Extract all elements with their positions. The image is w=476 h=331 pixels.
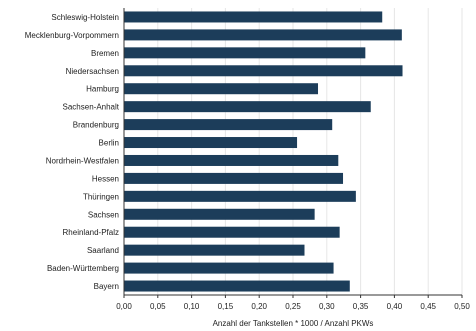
x-tick-label: 0,00 [116, 302, 132, 311]
category-label: Baden-Württemberg [47, 264, 119, 273]
bar [124, 172, 344, 184]
x-tick-label: 0,15 [218, 302, 234, 311]
category-label: Brandenburg [73, 121, 119, 130]
category-label: Saarland [87, 246, 119, 255]
bar [124, 208, 315, 220]
bar [124, 137, 298, 149]
x-tick-label: 0,20 [251, 302, 267, 311]
category-label: Hessen [92, 174, 119, 183]
category-label: Nordrhein-Westfalen [46, 156, 119, 165]
x-tick-label: 0,10 [184, 302, 200, 311]
category-label: Bayern [94, 282, 119, 291]
bar [124, 190, 356, 202]
category-label: Berlin [99, 139, 119, 148]
bar [124, 83, 319, 95]
category-label: Niedersachsen [66, 67, 119, 76]
x-tick-labels: 0,00 0,05 0,10 0,15 0,20 0,25 0,30 0,35 0,40 0,45… [116, 302, 470, 311]
x-tick-label: 0,35 [353, 302, 369, 311]
bar [124, 119, 333, 131]
x-tick-label: 0,40 [387, 302, 403, 311]
category-label: Mecklenburg-Vorpommern [25, 31, 119, 40]
bar [124, 11, 383, 23]
category-label: Thüringen [83, 192, 119, 201]
category-label: Hamburg [86, 85, 119, 94]
bar [124, 262, 334, 274]
bar [124, 244, 305, 256]
x-tick-label: 0,50 [454, 302, 470, 311]
category-label: Schleswig-Holstein [51, 13, 119, 22]
category-label: Bremen [91, 49, 119, 58]
bar [124, 47, 366, 59]
bars [124, 11, 403, 292]
category-label: Rheinland-Pfalz [63, 228, 119, 237]
bar [124, 65, 403, 77]
bar [124, 154, 339, 166]
x-tick-label: 0,25 [285, 302, 301, 311]
x-tick-label: 0,05 [150, 302, 166, 311]
category-label: Sachsen [88, 210, 119, 219]
bar [124, 29, 402, 41]
bar [124, 280, 350, 292]
x-axis-title: Anzahl der Tankstellen * 1000 / Anzahl P… [213, 319, 374, 328]
bar [124, 101, 371, 113]
category-labels: Schleswig-Holstein Mecklenburg-Vorpommern… [25, 13, 120, 291]
x-tick-label: 0,30 [319, 302, 335, 311]
bar [124, 226, 340, 238]
x-tick-label: 0,45 [420, 302, 436, 311]
category-label: Sachsen-Anhalt [63, 103, 120, 112]
